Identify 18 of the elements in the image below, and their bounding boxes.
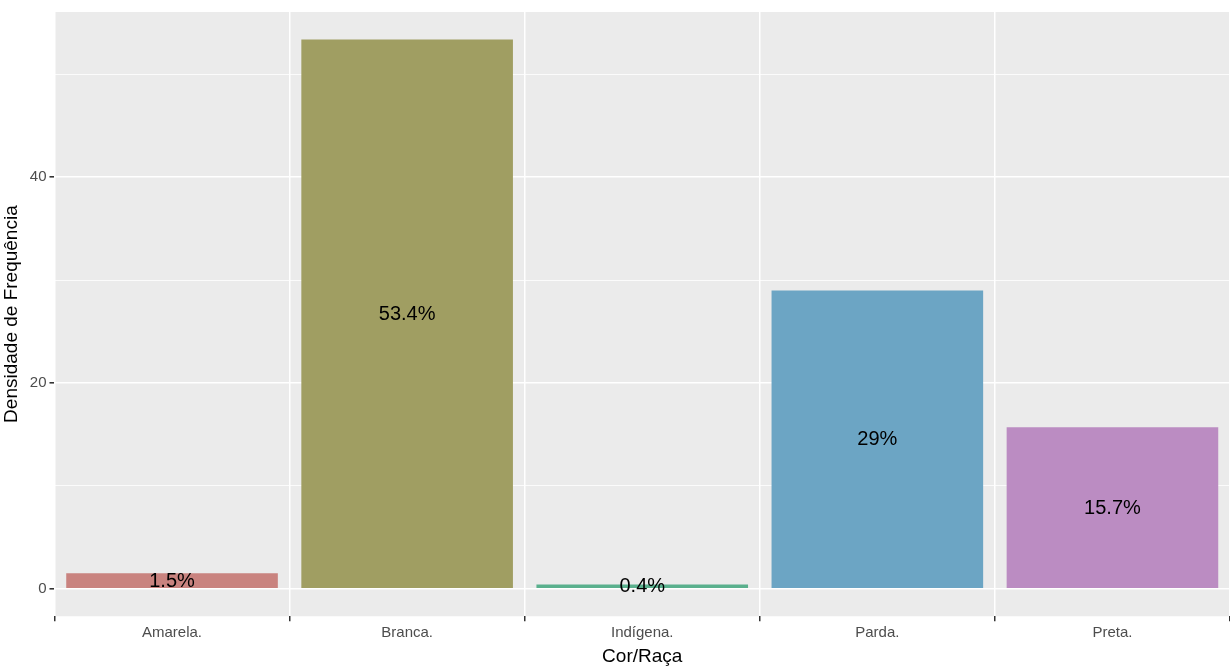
x-tick-label: Indígena. — [610, 623, 674, 641]
x-tick-label: Branca. — [381, 623, 433, 641]
bar — [1006, 427, 1219, 588]
bar — [66, 573, 278, 588]
x-tick-label: Parda. — [855, 623, 900, 641]
bar — [771, 290, 984, 588]
x-tick-label: Preta. — [1092, 623, 1133, 641]
x-axis-title: Cor/Raça — [602, 644, 683, 666]
data-label: 1.5% — [149, 568, 196, 591]
data-label: 15.7% — [1084, 495, 1142, 518]
y-tick-label: 20 — [29, 373, 47, 391]
y-tick-label: 40 — [29, 167, 47, 185]
data-label: 53.4% — [378, 301, 436, 324]
y-axis-title: Densidade de Frequência — [0, 204, 21, 423]
y-tick-label: 0 — [38, 578, 47, 596]
bar — [301, 39, 513, 588]
data-label: 29% — [857, 427, 898, 450]
x-tick-label: Amarela. — [142, 623, 203, 641]
